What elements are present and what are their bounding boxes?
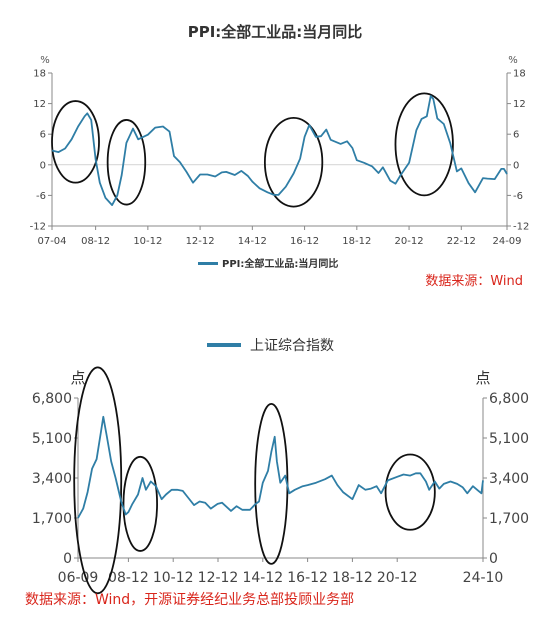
chart2-ytick-label-right: 1,700 [489,511,529,527]
chart2-ytick-label-left: 0 [63,551,72,567]
chart1-title: PPI:全部工业品:当月同比 [188,23,363,41]
chart1-annotation-ellipse [51,100,100,184]
chart2-ytick-label-left: 5,100 [32,431,72,447]
chart1-ytick-label-right: 12 [513,99,526,110]
chart1-xtick-label: 10-12 [133,236,162,247]
chart1-ytick-label-left: -12 [30,222,46,233]
chart1-xtick-label: 08-12 [81,236,110,247]
chart1-ytick-label-left: 12 [33,99,46,110]
chart2-xtick-label: 12-12 [198,570,239,586]
chart1-left-unit: % [40,55,50,66]
chart2-source: 数据来源：Wind，开源证券经纪业务总部投顾业务部 [25,592,354,608]
chart1-ytick-label-right: -6 [513,191,523,202]
chart1-xtick-label: 07-04 [37,236,66,247]
chart1-annotations [51,92,454,208]
chart1-ytick-label-right: 6 [513,130,519,141]
chart2-xtick-label: 24-10 [463,570,504,586]
chart1-annotation-ellipse [106,119,147,206]
chart1-ytick-label-right: -12 [513,222,529,233]
chart1-legend-swatch [198,262,218,265]
chart1-legend: PPI:全部工业品:当月同比 [198,257,338,270]
chart2-series-line [77,415,484,519]
chart1-ytick-label-left: -6 [36,191,46,202]
chart1-xtick-label: 24-09 [492,236,521,247]
chart2-ytick-label-right: 6,800 [489,391,529,407]
chart2-ytick-label-left: 3,400 [32,471,72,487]
chart1-ytick-label-right: 0 [513,160,519,171]
chart2-xtick-label: 14-12 [242,570,283,586]
chart2-legend-label: 上证综合指数 [250,338,334,354]
chart2-left-unit: 点 [70,369,85,387]
chart1-right-unit: % [508,55,518,66]
chart2-axes: 0 0 1,700 1,700 3,400 3,400 5,100 5,100 6,800 6,8… [32,391,529,586]
chart2-xtick-label: 08-12 [108,570,149,586]
chart1-xtick-label: 20-12 [395,236,424,247]
chart2-ytick-label-right: 3,400 [489,471,529,487]
chart1-annotation-ellipse [263,116,324,208]
chart1-xtick-label: 18-12 [342,236,371,247]
chart2-ytick-label-right: 0 [489,551,498,567]
chart1-plot [51,95,508,207]
chart2-plot [77,415,484,519]
chart2-annotation-ellipse [384,453,436,531]
chart2-ytick-label-right: 5,100 [489,431,529,447]
chart2-right-unit: 点 [475,369,490,387]
chart2-legend: 上证综合指数 [207,338,334,354]
chart2-ytick-label-left: 1,700 [32,511,72,527]
chart1-xtick-label: 16-12 [290,236,319,247]
chart1-source: 数据来源：Wind [425,274,523,289]
chart2-xtick-label: 06-09 [58,570,99,586]
chart1-xtick-label: 14-12 [238,236,267,247]
chart1-legend-label: PPI:全部工业品:当月同比 [222,257,338,270]
chart1-series-line [51,95,508,207]
chart2-xtick-label: 18-12 [332,570,373,586]
chart1-ytick-label-left: 6 [40,130,46,141]
chart2-xtick-label: 16-12 [287,570,328,586]
chart2-xtick-label: 10-12 [153,570,194,586]
chart2-annotation-ellipse [122,455,158,552]
chart2-ytick-label-left: 6,800 [32,391,72,407]
chart1-ytick-label-left: 18 [33,69,46,80]
chart1-xtick-label: 12-12 [186,236,215,247]
chart1-annotation-ellipse [394,92,454,197]
chart1-axes: -12 -12 -6 -6 0 0 6 6 12 12 18 18 07-04 08-12 10-12 12-… [30,69,530,248]
chart1-ytick-label-right: 18 [513,69,526,80]
chart1-ytick-label-left: 0 [40,160,46,171]
chart1-xtick-label: 22-12 [447,236,476,247]
chart2-annotation-ellipse [73,366,123,595]
chart2-xtick-label: 20-12 [377,570,418,586]
chart2-legend-swatch [207,343,241,347]
